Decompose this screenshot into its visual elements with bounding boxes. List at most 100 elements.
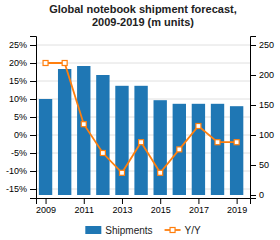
grid-line <box>36 45 250 46</box>
tick-label: 25% <box>9 40 27 50</box>
tick-mark <box>250 165 256 166</box>
legend-label: Y/Y <box>185 225 201 236</box>
marker <box>234 140 239 145</box>
axis-line <box>37 199 251 205</box>
marker <box>119 170 124 175</box>
bar <box>134 86 147 195</box>
tick: 100 <box>250 130 274 140</box>
tick-mark <box>250 195 256 196</box>
tick-mark <box>30 45 36 46</box>
tick-label: 2011 <box>75 205 94 215</box>
marker <box>43 61 48 66</box>
legend-item: Shipments <box>85 225 152 236</box>
bar <box>58 69 71 195</box>
grid-line <box>36 63 250 64</box>
bar <box>115 86 128 195</box>
tick-label: 0 <box>259 190 264 200</box>
y2-axis: 0 50 100 150 200 250 <box>250 37 274 201</box>
bar-series <box>39 66 243 195</box>
tick: -15% <box>6 184 36 194</box>
marker <box>196 124 201 129</box>
tick-mark <box>198 198 199 204</box>
tick: 200 <box>250 70 274 80</box>
tick: 250 <box>250 40 274 50</box>
tick-mark <box>30 117 36 118</box>
tick-mark <box>30 135 36 136</box>
tick-mark <box>30 81 36 82</box>
line-series <box>43 61 239 176</box>
axis-line <box>251 37 257 199</box>
tick-mark <box>30 153 36 154</box>
tick-label: 150 <box>259 100 274 110</box>
bar <box>154 100 167 195</box>
marker <box>215 140 220 145</box>
tick: 10% <box>9 94 36 104</box>
tick: 2019 <box>227 198 247 215</box>
tick-mark <box>30 171 36 172</box>
tick-label: -5% <box>11 148 27 158</box>
bar <box>96 75 109 195</box>
marker <box>158 170 163 175</box>
tick-label: 2015 <box>151 205 171 215</box>
bar <box>192 104 205 195</box>
bar <box>39 99 52 195</box>
legend-item: Y/Y <box>165 225 201 236</box>
tick: 50 <box>250 160 269 170</box>
tick: 2009 <box>36 198 56 215</box>
tick: 2015 <box>151 198 171 215</box>
tick-label: 10% <box>9 94 27 104</box>
tick-mark <box>250 45 256 46</box>
x-axis: 2009 2011 2013 2015 2017 2019 <box>36 198 250 215</box>
marker <box>177 147 182 152</box>
legend-swatch <box>85 226 101 234</box>
tick-mark <box>46 198 47 204</box>
tick-mark <box>250 135 256 136</box>
marker <box>62 61 67 66</box>
tick: 20% <box>9 58 36 68</box>
legend-label: Shipments <box>105 225 152 236</box>
axis-line <box>30 37 37 199</box>
tick-label: 2013 <box>112 205 132 215</box>
tick-mark <box>237 198 238 204</box>
legend-marker <box>170 228 175 233</box>
tick: 0% <box>14 130 36 140</box>
tick: -10% <box>6 166 36 176</box>
legend: Shipments Y/Y <box>85 225 201 236</box>
tick-label: -15% <box>6 184 27 194</box>
tick-label: 100 <box>259 130 274 140</box>
tick-label: 5% <box>14 112 27 122</box>
tick: 5% <box>14 112 36 122</box>
tick-label: 250 <box>259 40 274 50</box>
tick-mark <box>30 189 36 190</box>
plot-area <box>39 61 243 196</box>
marker <box>100 151 105 156</box>
tick-mark <box>250 75 256 76</box>
tick-label: 2009 <box>36 205 56 215</box>
bar <box>211 104 224 195</box>
title: Global notebook shipment forecast,2009-2… <box>49 3 237 28</box>
bar <box>173 104 186 195</box>
tick-label: 2017 <box>189 205 209 215</box>
tick-label: 50 <box>259 160 269 170</box>
tick-mark <box>30 63 36 64</box>
tick-mark <box>160 198 161 204</box>
tick-label: 20% <box>9 58 27 68</box>
y-axis: -15% -10% -5% 0% 5% 10% 15% 20% 25% <box>6 37 37 199</box>
tick-mark <box>122 198 123 204</box>
tick-label: 2019 <box>227 205 247 215</box>
tick-mark <box>250 105 256 106</box>
tick-label: 200 <box>259 70 274 80</box>
tick-label: -10% <box>6 166 27 176</box>
tick-label: 15% <box>9 76 27 86</box>
tick: -5% <box>11 148 36 158</box>
tick: 150 <box>250 100 274 110</box>
tick-label: 0% <box>14 130 27 140</box>
tick: 2011 <box>75 198 94 215</box>
tick-mark <box>84 198 85 204</box>
line <box>46 63 237 173</box>
tick: 2017 <box>189 198 209 215</box>
marker <box>81 122 86 127</box>
tick: 2013 <box>112 198 132 215</box>
tick: 25% <box>9 40 36 50</box>
bar <box>230 106 243 195</box>
